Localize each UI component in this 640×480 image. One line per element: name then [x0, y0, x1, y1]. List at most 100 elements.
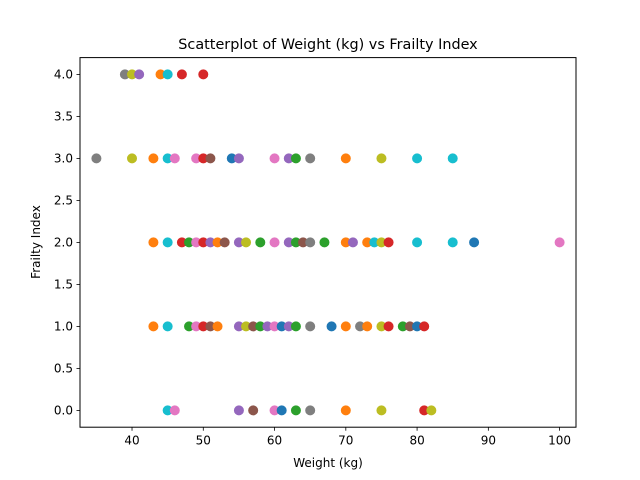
data-points — [91, 69, 565, 416]
y-tick-label: 4.0 — [54, 68, 73, 82]
data-point — [269, 153, 280, 164]
data-point — [191, 321, 202, 332]
data-point — [404, 321, 415, 332]
data-point — [226, 153, 237, 164]
data-point — [412, 237, 423, 248]
x-axis-ticks: 40 50 60 70 80 90 100 — [124, 427, 571, 448]
data-point — [205, 321, 216, 332]
data-point — [397, 321, 408, 332]
data-point — [148, 321, 159, 332]
data-point — [290, 405, 301, 416]
data-point — [376, 321, 387, 332]
data-point — [233, 237, 244, 248]
data-point — [162, 321, 173, 332]
data-point — [198, 69, 209, 80]
data-point — [269, 237, 280, 248]
data-point — [233, 153, 244, 164]
data-point — [212, 321, 223, 332]
x-axis-label: Weight (kg) — [293, 456, 363, 470]
x-tick-label: 70 — [338, 434, 353, 448]
data-point — [283, 153, 294, 164]
data-point — [355, 321, 366, 332]
x-tick-label: 50 — [196, 434, 211, 448]
data-point — [148, 153, 159, 164]
data-point — [412, 153, 423, 164]
data-point — [419, 321, 430, 332]
data-point — [148, 237, 159, 248]
data-point — [426, 405, 437, 416]
data-point — [91, 153, 102, 164]
data-point — [184, 237, 195, 248]
data-point — [169, 153, 180, 164]
data-point — [305, 237, 316, 248]
data-point — [255, 237, 266, 248]
y-axis-ticks: 0.0 0.5 1.0 1.5 2.0 2.5 3.0 3.5 4.0 — [54, 68, 80, 418]
data-point — [554, 237, 565, 248]
x-tick-label: 80 — [409, 434, 424, 448]
x-tick-label: 40 — [124, 434, 139, 448]
y-tick-label: 1.0 — [54, 320, 73, 334]
data-point — [255, 321, 266, 332]
data-point — [219, 237, 230, 248]
data-point — [191, 153, 202, 164]
data-point — [233, 405, 244, 416]
data-point — [176, 237, 187, 248]
data-point — [340, 405, 351, 416]
data-point — [241, 237, 252, 248]
data-point — [198, 237, 209, 248]
data-point — [198, 153, 209, 164]
data-point — [134, 69, 145, 80]
y-tick-label: 2.0 — [54, 236, 73, 250]
y-tick-label: 3.5 — [54, 110, 73, 124]
data-point — [184, 321, 195, 332]
y-axis-label: Frailty Index — [29, 205, 43, 279]
y-tick-label: 1.5 — [54, 278, 73, 292]
data-point — [340, 321, 351, 332]
data-point — [205, 153, 216, 164]
data-point — [362, 237, 373, 248]
data-point — [262, 321, 273, 332]
data-point — [340, 237, 351, 248]
data-point — [447, 237, 458, 248]
data-point — [290, 153, 301, 164]
x-tick-label: 60 — [267, 434, 282, 448]
data-point — [298, 237, 309, 248]
data-point — [469, 237, 480, 248]
y-tick-label: 0.0 — [54, 404, 73, 418]
data-point — [176, 69, 187, 80]
data-point — [326, 321, 337, 332]
data-point — [276, 405, 287, 416]
data-point — [162, 237, 173, 248]
data-point — [283, 321, 294, 332]
data-point — [340, 153, 351, 164]
data-point — [376, 237, 387, 248]
data-point — [383, 237, 394, 248]
data-point — [119, 69, 130, 80]
data-point — [419, 405, 430, 416]
data-point — [276, 321, 287, 332]
data-point — [191, 237, 202, 248]
data-point — [447, 153, 458, 164]
y-tick-label: 3.0 — [54, 152, 73, 166]
data-point — [127, 69, 138, 80]
data-point — [269, 321, 280, 332]
data-point — [162, 69, 173, 80]
data-point — [248, 405, 259, 416]
data-point — [169, 405, 180, 416]
data-point — [290, 237, 301, 248]
data-point — [127, 153, 138, 164]
data-point — [305, 405, 316, 416]
data-point — [241, 321, 252, 332]
data-point — [369, 237, 380, 248]
data-point — [305, 153, 316, 164]
data-point — [162, 405, 173, 416]
data-point — [198, 321, 209, 332]
data-point — [212, 237, 223, 248]
y-tick-label: 2.5 — [54, 194, 73, 208]
data-point — [162, 153, 173, 164]
data-point — [269, 405, 280, 416]
x-tick-label: 100 — [548, 434, 571, 448]
data-point — [155, 69, 166, 80]
